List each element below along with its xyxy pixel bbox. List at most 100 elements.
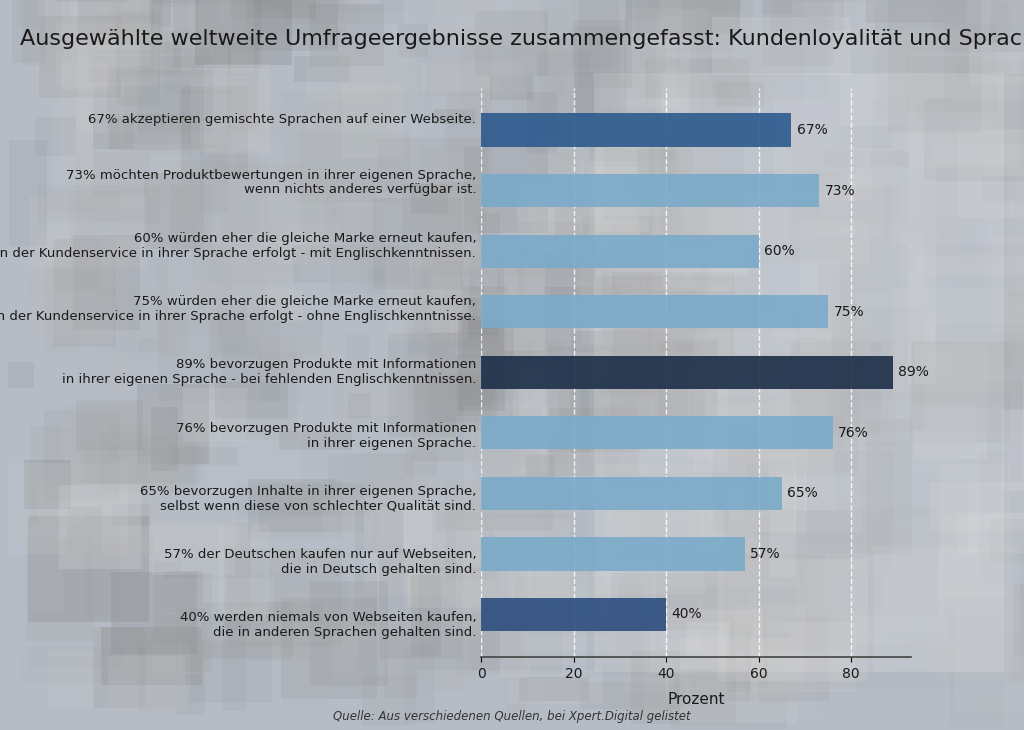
Bar bbox=[408, 66, 503, 92]
Bar bbox=[519, 368, 546, 474]
Bar bbox=[800, 221, 869, 358]
Bar bbox=[331, 207, 385, 294]
Bar bbox=[675, 669, 750, 701]
Bar bbox=[433, 109, 475, 124]
Bar bbox=[660, 80, 700, 139]
Bar bbox=[101, 627, 202, 685]
Text: 40% werden niemals von Webseiten kaufen,
die in anderen Sprachen gehalten sind.: 40% werden niemals von Webseiten kaufen,… bbox=[179, 611, 476, 639]
Bar bbox=[140, 392, 173, 491]
Bar bbox=[599, 351, 648, 422]
Bar bbox=[121, 169, 160, 233]
Bar bbox=[746, 459, 795, 537]
Bar bbox=[614, 288, 696, 374]
Bar bbox=[554, 543, 593, 575]
Bar bbox=[76, 400, 143, 450]
Bar bbox=[100, 433, 196, 493]
Bar bbox=[422, 592, 512, 638]
Bar bbox=[566, 431, 604, 499]
Bar bbox=[111, 0, 218, 39]
Bar bbox=[435, 502, 554, 531]
Bar bbox=[463, 680, 547, 728]
Bar bbox=[746, 464, 776, 509]
Bar bbox=[618, 283, 697, 323]
Bar bbox=[309, 4, 384, 66]
Bar bbox=[464, 147, 548, 234]
Bar bbox=[705, 414, 808, 472]
Bar bbox=[622, 549, 768, 587]
Bar bbox=[478, 453, 557, 513]
Bar bbox=[87, 50, 154, 82]
Bar bbox=[503, 242, 595, 277]
Text: 73%: 73% bbox=[824, 184, 855, 198]
Bar bbox=[957, 130, 1024, 218]
Bar bbox=[668, 169, 818, 263]
Bar bbox=[843, 414, 882, 515]
Text: 76% bevorzugen Produkte mit Informationen
in ihrer eigenen Sprache.: 76% bevorzugen Produkte mit Informatione… bbox=[176, 421, 476, 450]
Bar bbox=[583, 253, 698, 344]
Bar bbox=[856, 185, 900, 293]
Bar bbox=[733, 605, 768, 688]
Bar bbox=[507, 670, 603, 704]
Bar bbox=[481, 113, 792, 147]
Bar bbox=[48, 649, 95, 707]
Bar bbox=[481, 477, 782, 510]
Bar bbox=[412, 575, 440, 656]
Bar bbox=[519, 586, 617, 652]
Bar bbox=[109, 405, 228, 445]
Bar bbox=[919, 123, 959, 252]
Bar bbox=[468, 298, 499, 335]
Bar bbox=[476, 213, 500, 249]
Bar bbox=[429, 551, 520, 603]
Bar bbox=[232, 0, 338, 51]
Bar bbox=[226, 36, 255, 135]
Bar bbox=[138, 641, 177, 710]
Bar bbox=[354, 502, 402, 553]
Bar bbox=[724, 404, 744, 458]
Bar bbox=[743, 0, 792, 76]
Bar bbox=[525, 301, 555, 366]
Bar bbox=[687, 623, 730, 656]
Bar bbox=[639, 618, 756, 729]
Bar bbox=[181, 88, 248, 176]
Bar bbox=[113, 504, 152, 526]
Bar bbox=[461, 0, 495, 7]
Bar bbox=[1010, 657, 1024, 681]
Bar bbox=[716, 82, 764, 106]
Bar bbox=[943, 23, 997, 113]
Bar bbox=[366, 189, 453, 225]
Bar bbox=[720, 622, 796, 677]
Bar bbox=[221, 164, 344, 242]
Bar bbox=[855, 507, 938, 616]
Bar bbox=[594, 207, 695, 269]
Bar bbox=[444, 603, 528, 660]
Text: 57%: 57% bbox=[751, 547, 781, 561]
Bar bbox=[292, 412, 360, 455]
Bar bbox=[184, 545, 253, 593]
Bar bbox=[665, 664, 690, 702]
Bar bbox=[464, 406, 580, 513]
Bar bbox=[85, 314, 184, 349]
Bar bbox=[237, 151, 259, 177]
Bar bbox=[581, 118, 684, 196]
Bar bbox=[611, 488, 710, 546]
Bar bbox=[680, 638, 797, 723]
Bar bbox=[384, 631, 417, 698]
Bar bbox=[306, 52, 418, 157]
Bar bbox=[28, 283, 117, 299]
Bar bbox=[776, 0, 861, 14]
Bar bbox=[124, 84, 191, 144]
Bar bbox=[727, 622, 752, 692]
Bar bbox=[156, 259, 266, 336]
Bar bbox=[543, 501, 587, 566]
Bar bbox=[729, 477, 862, 533]
Bar bbox=[624, 43, 666, 99]
Bar bbox=[653, 293, 772, 373]
Bar bbox=[239, 572, 347, 645]
Bar bbox=[60, 63, 109, 90]
Bar bbox=[35, 117, 76, 156]
Bar bbox=[915, 382, 1023, 431]
Bar bbox=[342, 84, 403, 158]
Bar bbox=[215, 382, 288, 420]
Bar bbox=[329, 94, 384, 126]
Bar bbox=[332, 375, 445, 424]
